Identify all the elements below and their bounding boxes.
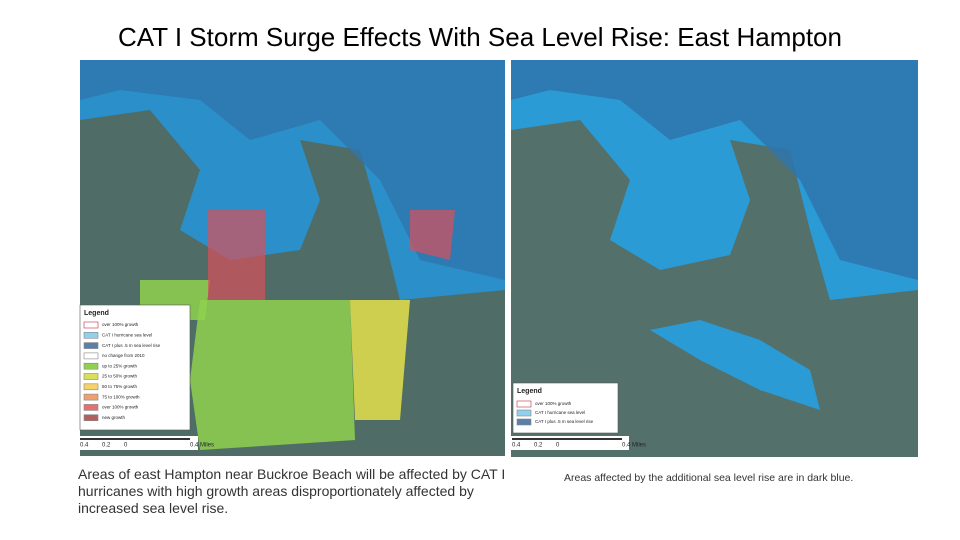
scale-bar: 0.4 0.2 0 0.4 Miles [512,438,646,449]
legend-swatch [83,331,99,339]
scale-label: 0.2 [534,443,543,449]
legend-swatch [83,321,99,329]
land [511,120,918,457]
legend-swatch [83,393,99,401]
legend-label: up to 25% growth [102,363,138,368]
legend-label: CAT I hurricane sea level [535,410,585,415]
legend-swatch [83,404,99,411]
legend-swatch [83,414,99,422]
caption: Areas affected by the additional sea lev… [564,472,854,484]
legend-label: 75 to 100% growth [102,394,140,399]
legend-swatch [83,383,99,391]
scale-line [512,438,622,440]
legend-label: new growth [102,415,126,420]
scale-label: 0.2 [102,443,111,449]
legend-swatch [83,342,99,349]
legend-swatch [83,362,99,370]
scale-bar: 0.4 0.2 0 0.4 Miles [80,438,214,449]
legend-label: 50 to 75% growth [102,384,138,389]
slide-title: CAT I Storm Surge Effects With Sea Level… [118,22,842,52]
surge-zone [80,60,505,280]
scale-label: 0.4 Miles [622,443,646,449]
legend-swatch [516,418,532,426]
right-map: Legend over 100% growth CAT I hurricane s… [511,60,918,457]
legend-swatch [83,373,99,380]
surge-zone [511,60,918,280]
scale-label: 0 [124,443,128,449]
legend-items: over 100% growth CAT I hurricane sea leve… [83,321,161,422]
growth-zone [350,300,410,420]
caption: Areas of east Hampton near Buckroe Beach… [78,466,506,516]
legend-label: over 100% growth [535,401,572,406]
legend-label: CAT I plus .5 m sea level rise [535,419,594,424]
legend-label: 25 to 50% growth [102,374,138,379]
legend-label: CAT I plus .5 m sea level rise [102,343,161,348]
legend-swatch [516,400,532,408]
legend-title: Legend [84,310,109,317]
scale-line [80,438,190,440]
scale-label: 0.4 [80,443,89,449]
legend-title: Legend [517,388,542,395]
scale-label: 0.4 Miles [190,443,214,449]
legend-label: no change from 2010 [102,353,145,358]
channel [650,320,820,410]
legend-label: over 100% growth [102,322,139,327]
legend-label: CAT I hurricane sea level [102,332,152,337]
growth-zone [190,300,355,450]
scale-label: 0 [556,443,560,449]
growth-zone [208,210,265,300]
legend-items: over 100% growth CAT I hurricane sea leve… [516,400,594,426]
legend-label: over 100% growth [102,405,139,410]
legend-swatch [83,352,99,360]
scale-label: 0.4 [512,443,521,449]
growth-zone [410,210,455,260]
legend-swatch [516,409,532,417]
legend-box [79,304,191,431]
left-map: Legend over 100% growth CAT I hurricane s… [79,60,505,456]
